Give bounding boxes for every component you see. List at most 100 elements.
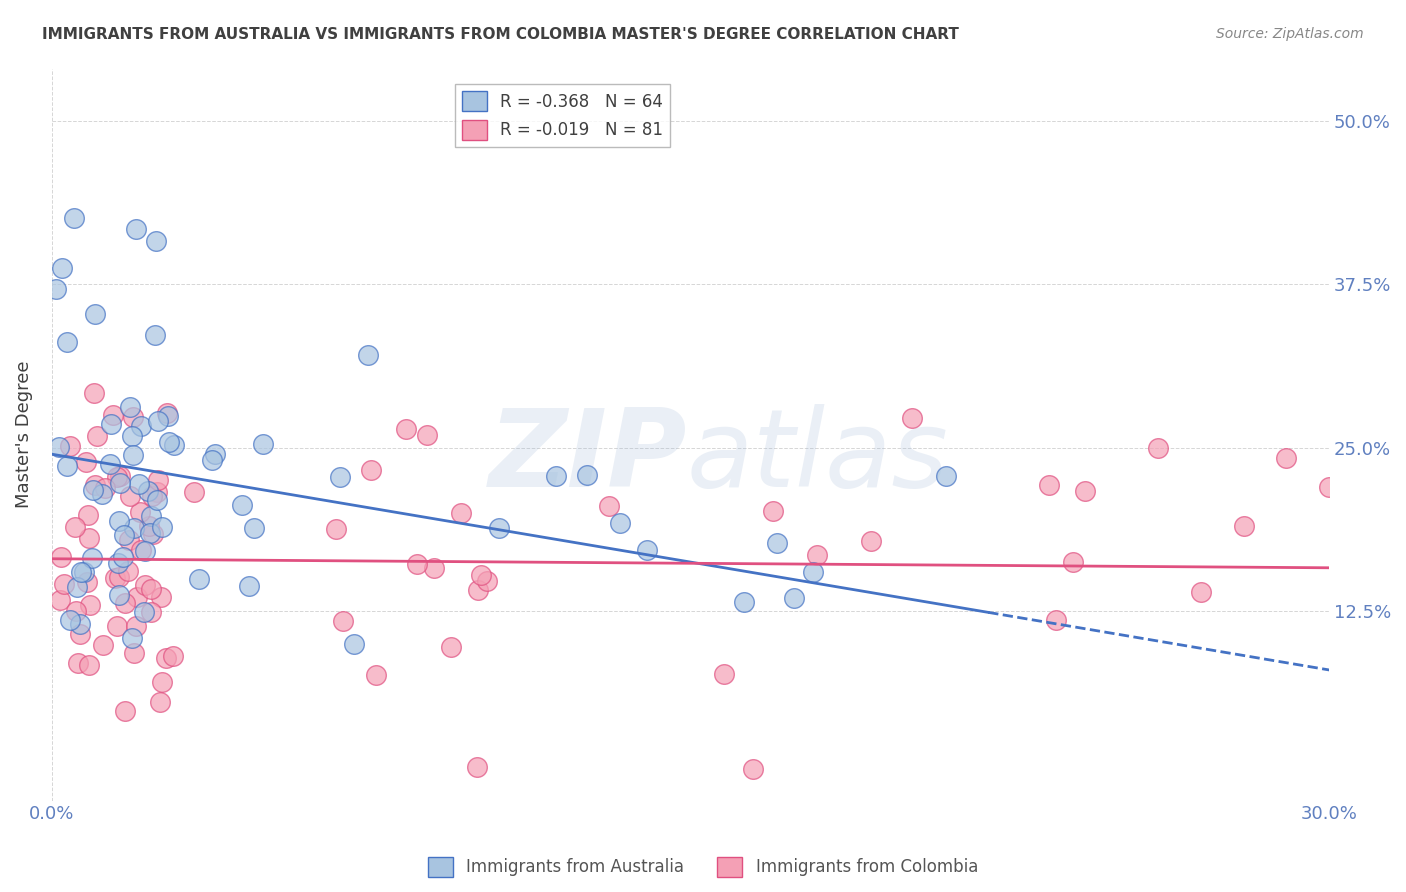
Point [131,542,153,557]
Point [150,675,173,690]
Point [859,533,882,548]
Point [544,468,567,483]
Point [127,591,149,605]
Point [98,458,121,472]
Point [56,459,79,474]
Point [53,577,76,591]
Point [243,521,266,535]
Point [801,565,824,579]
Point [100,417,122,432]
Point [59,439,82,453]
Point [146,493,169,508]
Point [128,476,150,491]
Point [134,544,156,558]
Point [145,234,167,248]
Point [1233,519,1256,533]
Point [94,481,117,495]
Point [901,411,924,425]
Point [114,596,136,610]
Point [108,469,131,483]
Point [73,565,96,579]
Point [467,582,489,597]
Point [733,594,755,608]
Point [112,528,135,542]
Point [150,520,173,534]
Point [125,618,148,632]
Point [84,306,107,320]
Point [356,348,378,362]
Point [575,467,598,482]
Point [343,638,366,652]
Point [406,557,429,571]
Point [477,574,499,588]
Point [65,604,87,618]
Point [231,498,253,512]
Point [188,573,211,587]
Point [108,570,131,584]
Point [122,521,145,535]
Point [148,414,170,428]
Point [128,505,150,519]
Point [76,508,98,523]
Point [48,440,70,454]
Point [488,521,510,535]
Point [440,640,463,654]
Point [141,606,163,620]
Point [110,475,132,490]
Point [69,566,91,580]
Point [149,590,172,604]
Point [139,582,162,597]
Point [806,549,828,563]
Point [101,408,124,422]
Point [84,478,107,492]
Point [157,409,180,423]
Point [201,452,224,467]
Point [609,516,631,530]
Text: IMMIGRANTS FROM AUSTRALIA VS IMMIGRANTS FROM COLOMBIA MASTER'S DEGREE CORRELATIO: IMMIGRANTS FROM AUSTRALIA VS IMMIGRANTS … [42,27,959,42]
Point [1038,478,1060,492]
Point [183,484,205,499]
Point [125,221,148,235]
Legend: Immigrants from Australia, Immigrants from Colombia: Immigrants from Australia, Immigrants fr… [422,850,984,884]
Point [470,568,492,582]
Point [86,429,108,443]
Point [162,649,184,664]
Point [138,483,160,498]
Point [145,328,167,343]
Point [67,656,90,670]
Point [108,514,131,528]
Point [49,549,72,564]
Point [423,561,446,575]
Point [252,437,274,451]
Point [118,489,141,503]
Point [49,593,72,607]
Point [65,520,87,534]
Point [62,211,84,225]
Point [80,551,103,566]
Point [56,335,79,350]
Point [69,616,91,631]
Point [104,571,127,585]
Point [325,522,347,536]
Point [366,668,388,682]
Point [360,462,382,476]
Point [59,613,82,627]
Point [636,542,658,557]
Point [156,406,179,420]
Point [332,614,354,628]
Point [765,536,787,550]
Point [157,435,180,450]
Point [117,533,139,547]
Point [108,588,131,602]
Point [155,650,177,665]
Point [149,695,172,709]
Point [713,667,735,681]
Point [107,619,129,633]
Point [91,638,114,652]
Point [329,470,352,484]
Point [107,556,129,570]
Text: Source: ZipAtlas.com: Source: ZipAtlas.com [1216,27,1364,41]
Point [1147,441,1170,455]
Point [1317,480,1340,494]
Point [75,455,97,469]
